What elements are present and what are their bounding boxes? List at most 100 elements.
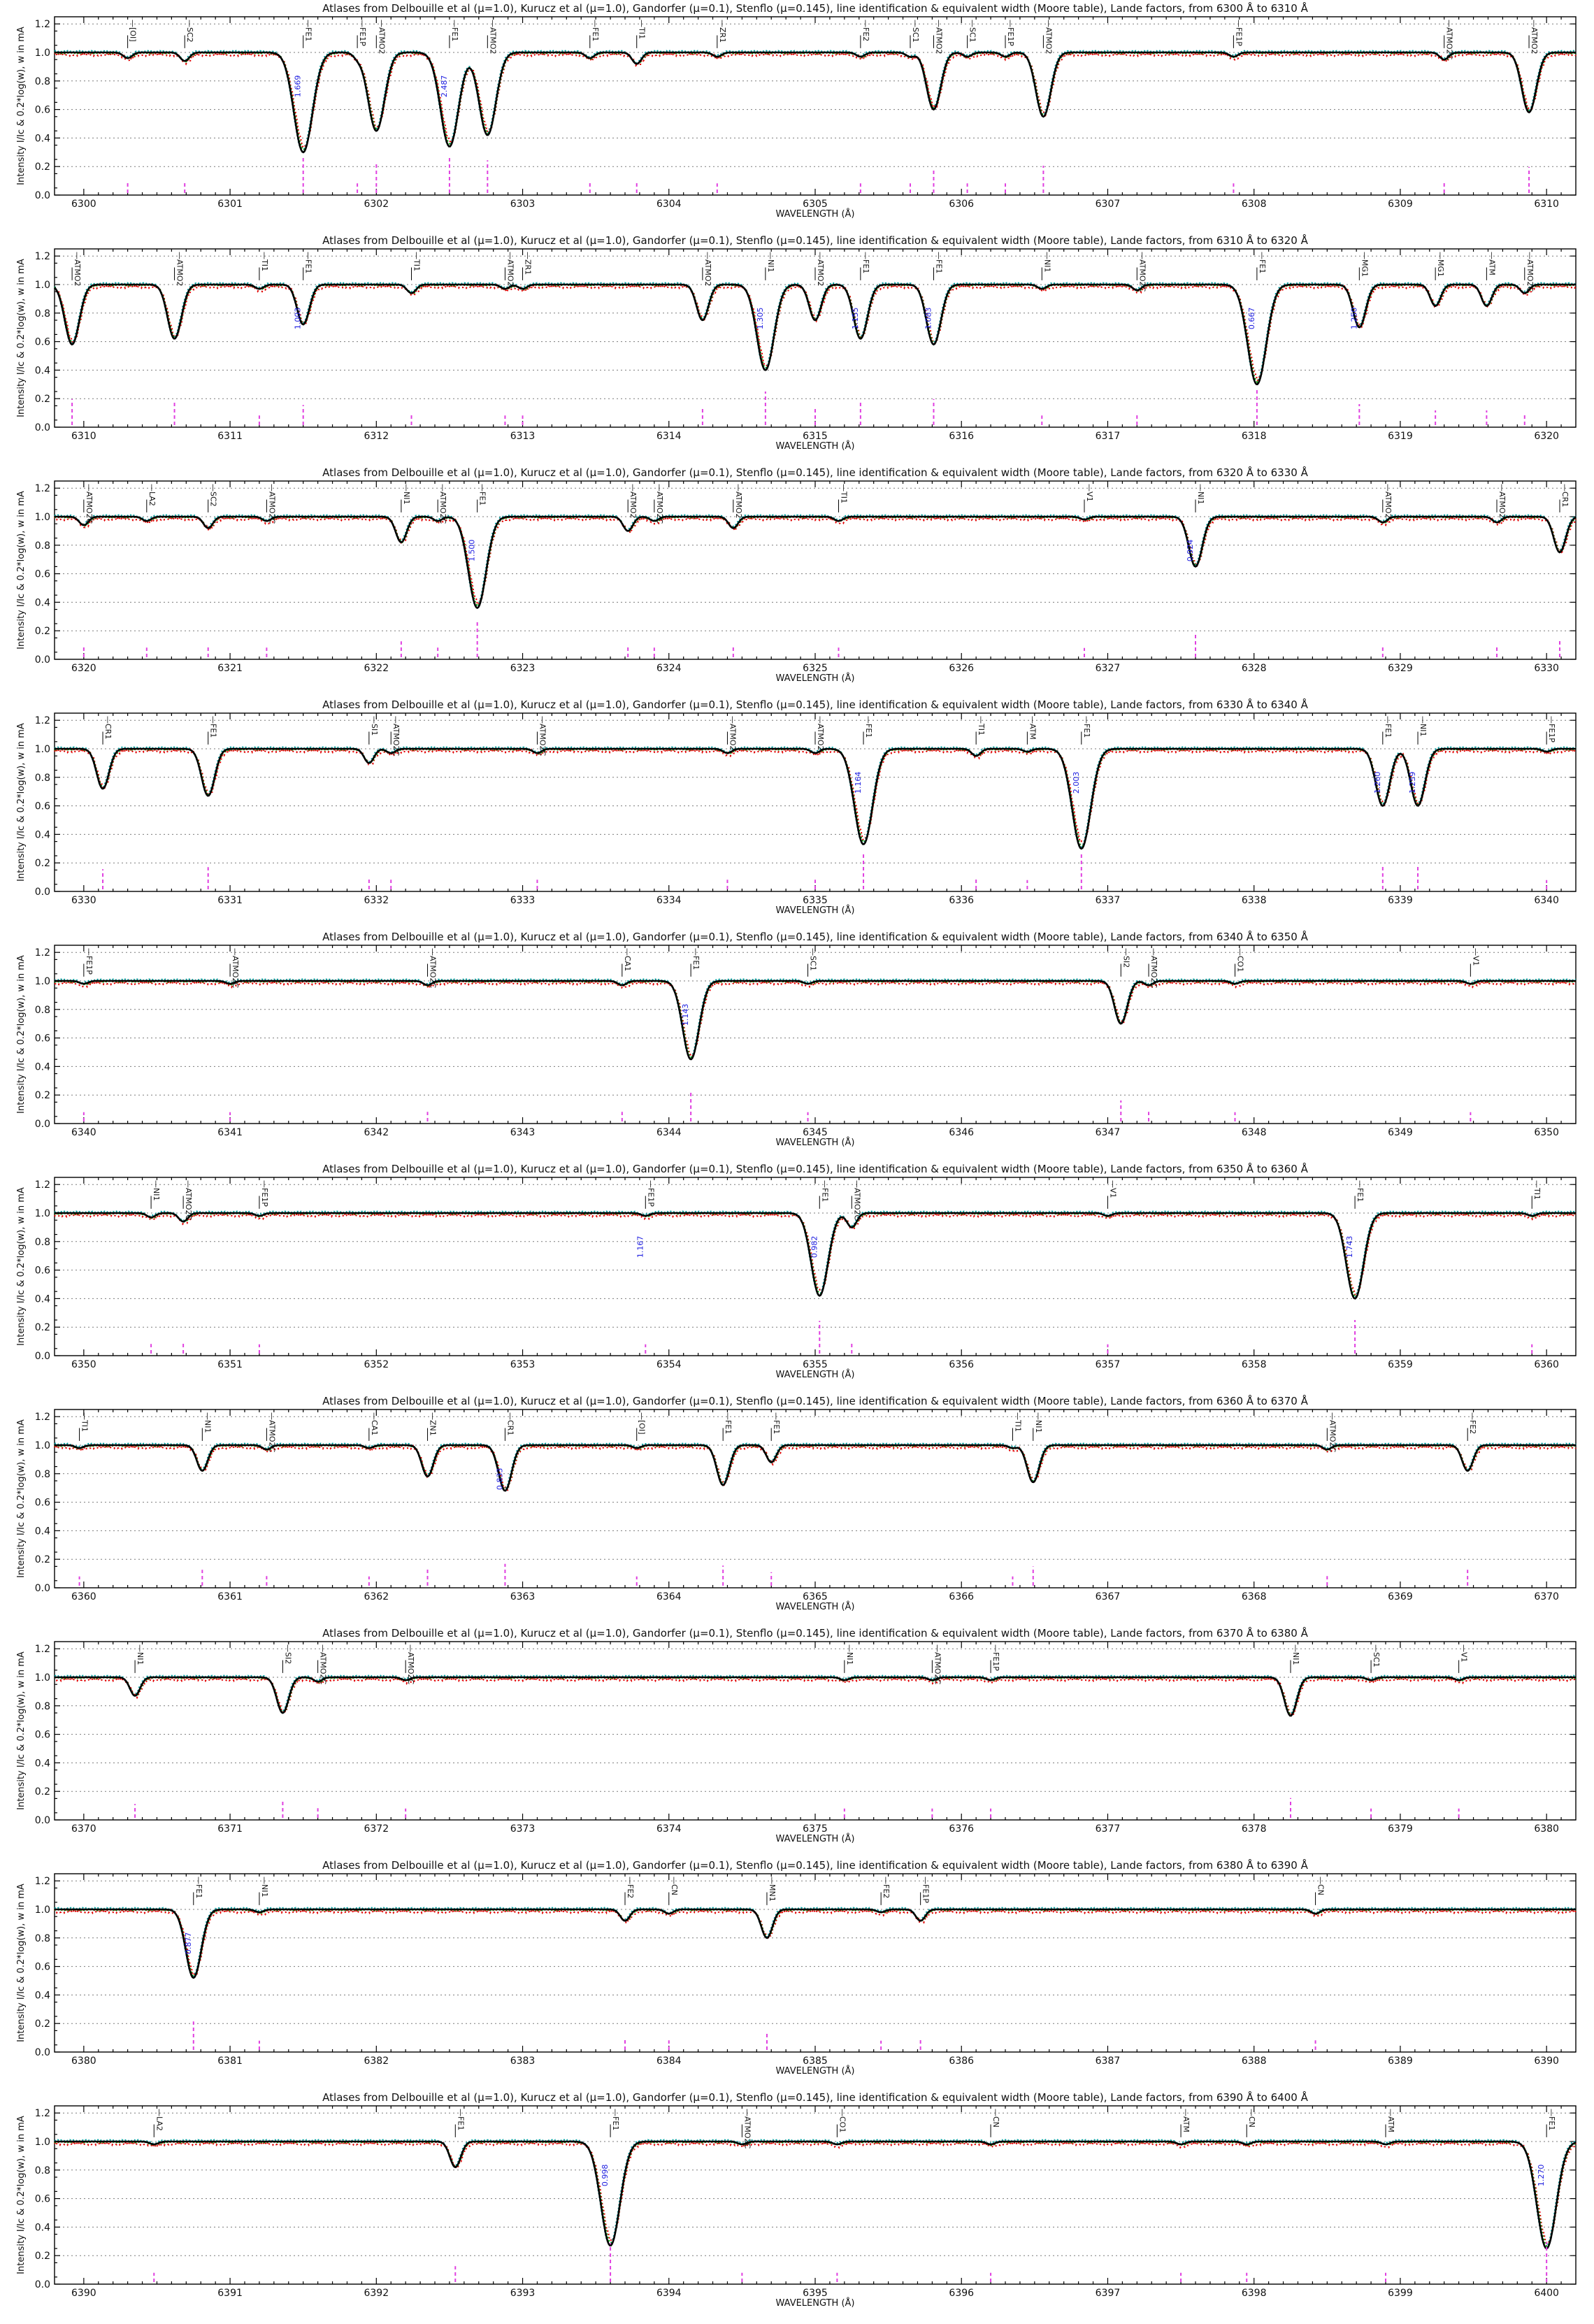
y-tick-label: 0.4 <box>35 1526 50 1537</box>
x-tick-label: 6340 <box>1534 895 1559 906</box>
series-line-1 <box>55 51 1576 154</box>
line-id-label: —ATMO2 <box>629 484 638 519</box>
y-tick-label: 0.6 <box>35 569 50 580</box>
x-tick-label: 6335 <box>803 895 828 906</box>
line-id-label: —FE1 <box>861 252 870 273</box>
x-tick-label: 6363 <box>510 1591 536 1602</box>
line-id-label: —ATMO2C <box>1328 1412 1337 1453</box>
line-id-label: —FE1 <box>1356 1180 1365 1202</box>
x-tick-label: 6323 <box>510 663 536 674</box>
y-tick-label: 0.2 <box>35 1322 50 1333</box>
x-tick-label: 6300 <box>71 199 96 210</box>
y-tick-label: 1.2 <box>35 2108 50 2119</box>
y-tick-label: 1.0 <box>35 2137 50 2148</box>
x-tick-label: 6360 <box>1534 1359 1559 1370</box>
y-tick-label: 1.2 <box>35 1876 50 1887</box>
x-tick-label: 6313 <box>510 431 536 442</box>
x-tick-label: 6342 <box>364 1127 389 1138</box>
x-tick-label: 6343 <box>510 1127 536 1138</box>
line-id-label: —CN <box>991 2109 1000 2128</box>
y-tick-label: 0.6 <box>35 801 50 812</box>
x-tick-label: 6381 <box>217 2056 243 2067</box>
line-id-label: —FE1 <box>304 20 313 41</box>
line-id-label: —ATMO2C <box>267 484 276 524</box>
x-tick-label: 6394 <box>656 2288 682 2299</box>
line-id-label: —ATMO2 <box>488 20 497 55</box>
y-tick-label: 1.2 <box>35 251 50 262</box>
line-id-label: —FE1 <box>478 484 487 505</box>
series-line-2 <box>53 515 1577 607</box>
line-id-label: —ATMO2C <box>1525 252 1535 292</box>
y-tick-label: 0.8 <box>35 308 50 320</box>
lande-factor: 1.743 <box>1345 1236 1354 1258</box>
line-id-label: —FE1 <box>691 948 701 970</box>
x-tick-label: 6346 <box>949 1127 974 1138</box>
x-tick-label: 6380 <box>71 2056 96 2067</box>
line-id-label: —TI1 <box>1532 1180 1542 1200</box>
y-axis-label: Intensity I/Ic & 0.2*log(w), w in mA <box>16 1187 27 1346</box>
x-tick-label: 6374 <box>656 1823 682 1835</box>
line-id-label: —TI1 <box>839 484 848 503</box>
x-tick-label: 6380 <box>1534 1823 1559 1835</box>
x-axis-label: WAVELENGTH (Å) <box>776 1137 855 1148</box>
y-axis-label: Intensity I/Ic & 0.2*log(w), w in mA <box>16 259 27 417</box>
y-axis-label: Intensity I/Ic & 0.2*log(w), w in mA <box>16 955 27 1114</box>
y-tick-label: 1.2 <box>35 715 50 726</box>
x-tick-label: 6305 <box>803 199 828 210</box>
line-id-label: —V1 <box>1471 948 1480 966</box>
x-tick-label: 6387 <box>1096 2056 1121 2067</box>
x-tick-label: 6338 <box>1242 895 1267 906</box>
y-tick-label: 0.4 <box>35 1758 50 1769</box>
y-tick-label: 0.2 <box>35 2018 50 2030</box>
line-id-label: —ATMO2 <box>73 252 82 287</box>
line-id-label: —FE1 <box>934 252 943 273</box>
x-tick-label: 6364 <box>656 1591 682 1602</box>
line-id-label: —ATMO2C <box>1137 252 1147 292</box>
plot-frame <box>54 1177 1577 1356</box>
y-tick-label: 0.4 <box>35 133 50 144</box>
panel-title: Atlases from Delbouille et al (μ=1.0), K… <box>322 1 1308 15</box>
x-tick-label: 6301 <box>217 199 243 210</box>
line-id-label: —FE1P <box>921 1877 931 1903</box>
series-line-1 <box>55 1212 1576 1300</box>
plot-frame <box>54 480 1577 660</box>
line-id-label: —FE1 <box>450 20 459 41</box>
y-axis-label: Intensity I/Ic & 0.2*log(w), w in mA <box>16 27 27 185</box>
y-tick-label: 0.2 <box>35 1786 50 1798</box>
y-tick-label: 0.8 <box>35 540 50 552</box>
line-id-label: —CR1 <box>103 716 113 739</box>
y-tick-label: 0.0 <box>35 190 50 201</box>
line-id-label: —ATMO2 <box>1384 484 1393 519</box>
x-tick-label: 6318 <box>1242 431 1267 442</box>
line-id-label: —CN <box>670 1877 679 1895</box>
x-axis-label: WAVELENGTH (Å) <box>776 440 855 452</box>
panel-title: Atlases from Delbouille et al (μ=1.0), K… <box>322 234 1308 247</box>
line-id-label: —FE2 <box>861 20 870 41</box>
y-tick-label: 0.4 <box>35 829 50 840</box>
lande-factor: 1.260 <box>1373 772 1382 794</box>
x-tick-label: 6357 <box>1096 1359 1121 1370</box>
series-line-2 <box>54 747 1577 847</box>
y-tick-label: 1.2 <box>35 1644 50 1655</box>
line-id-label: —ATMO2C <box>184 1180 193 1221</box>
x-axis-label: WAVELENGTH (Å) <box>776 1833 855 1844</box>
x-tick-label: 6369 <box>1388 1591 1413 1602</box>
line-id-label: —FE1 <box>864 716 873 738</box>
x-axis-label: WAVELENGTH (Å) <box>776 1601 855 1612</box>
series-line-3 <box>54 978 1577 1060</box>
x-tick-label: 6310 <box>71 431 96 442</box>
x-tick-label: 6386 <box>949 2056 974 2067</box>
y-tick-label: 0.6 <box>35 1730 50 1741</box>
lande-factor: 1.003 <box>294 308 303 330</box>
line-id-label: —FE1 <box>1258 252 1267 273</box>
y-tick-label: 0.2 <box>35 626 50 637</box>
panel-title: Atlases from Delbouille et al (μ=1.0), K… <box>322 1626 1308 1640</box>
lande-factor: 1.270 <box>1537 2165 1546 2187</box>
line-id-label: —CO1 <box>1235 948 1244 972</box>
line-id-label: —V1 <box>1108 1180 1117 1198</box>
series-line-1 <box>54 283 1576 385</box>
series-line-3 <box>54 1442 1577 1491</box>
line-id-label: —ZR1 <box>718 20 727 43</box>
panel-title: Atlases from Delbouille et al (μ=1.0), K… <box>322 698 1308 711</box>
x-tick-label: 6312 <box>364 431 389 442</box>
